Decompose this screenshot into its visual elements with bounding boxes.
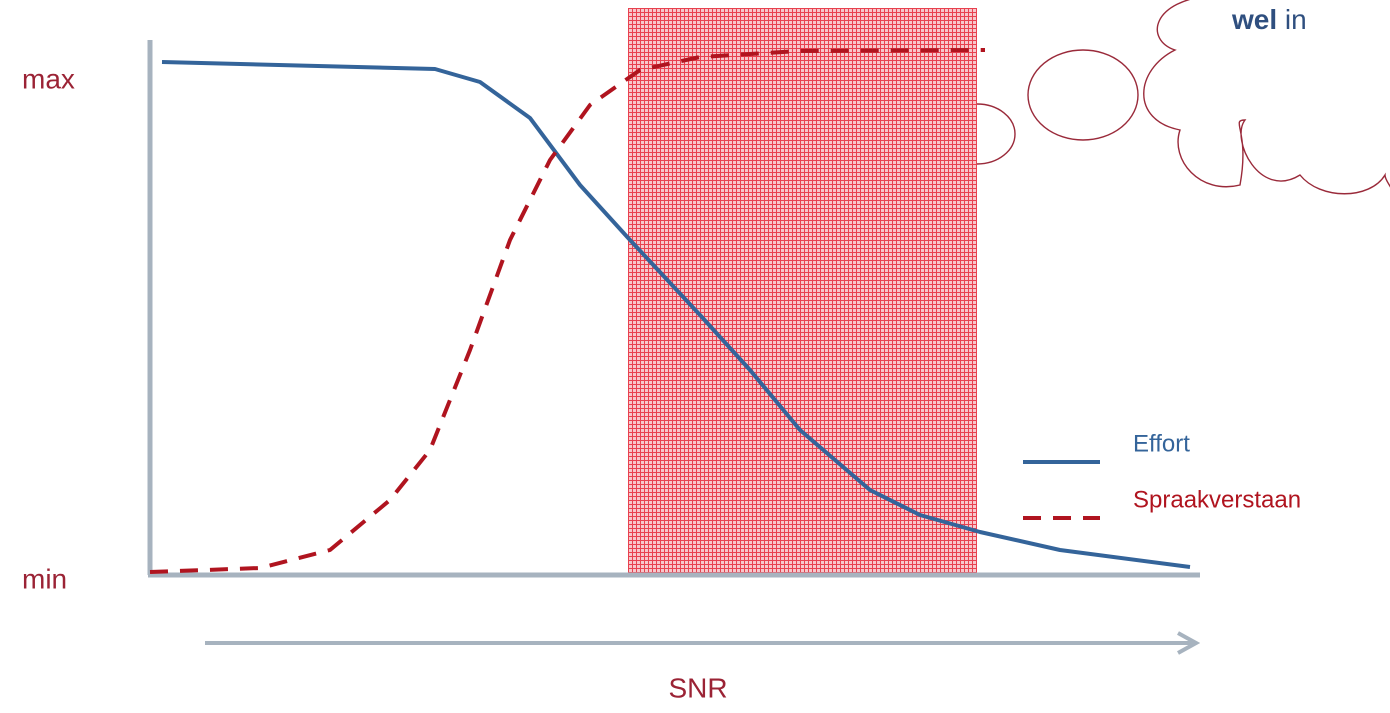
legend: Effort Spraakverstaan: [1023, 430, 1301, 518]
y-tick-label: max: [22, 63, 75, 94]
cloud-text: wel in: [1231, 4, 1307, 35]
legend-label: Spraakverstaan: [1133, 486, 1301, 513]
plot-area: min max Effort Spraakverstaan: [22, 8, 1301, 594]
cloud-word: wel: [1231, 4, 1277, 35]
chart: wel in min max Effort Spraakverstaan SNR: [0, 0, 1390, 713]
thought-bubble: [1028, 50, 1138, 140]
legend-label: Effort: [1133, 430, 1190, 457]
x-axis-label: SNR: [668, 672, 727, 703]
cloud-word: in: [1285, 4, 1307, 35]
page: {"chart_data": { "type": "line", "x_labe…: [0, 0, 1390, 713]
y-tick-label: min: [22, 563, 67, 594]
